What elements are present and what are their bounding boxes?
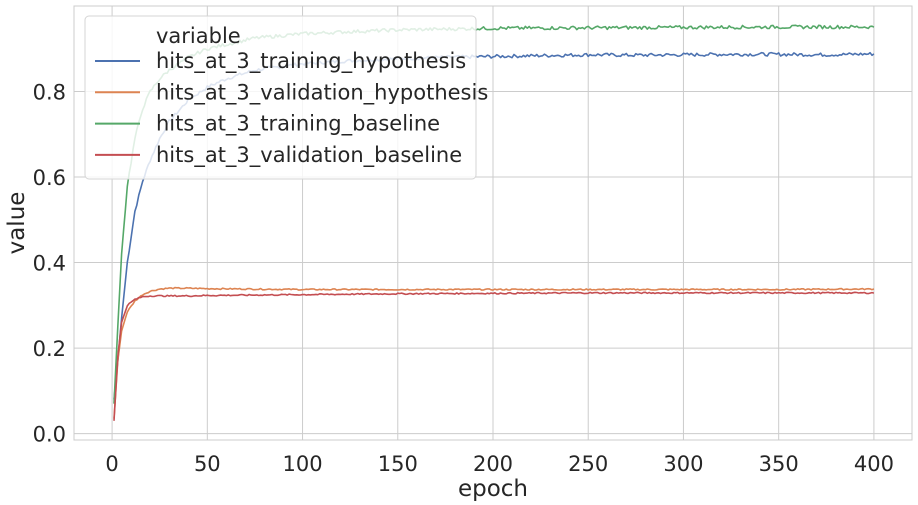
x-axis-title: epoch bbox=[458, 476, 528, 502]
series-line-hits-at-3-validation-hypothesis bbox=[113, 286, 875, 419]
legend-label: hits_at_3_training_hypothesis bbox=[156, 49, 466, 74]
legend-label: hits_at_3_validation_baseline bbox=[156, 143, 462, 168]
legend: variable hits_at_3_training_hypothesishi… bbox=[84, 15, 488, 180]
x-tick-label: 200 bbox=[473, 452, 513, 476]
x-tick-label: 50 bbox=[194, 452, 221, 476]
x-tick-label: 350 bbox=[759, 452, 799, 476]
x-tick-label: 250 bbox=[568, 452, 608, 476]
legend-title: variable bbox=[156, 24, 241, 48]
x-tick-label: 100 bbox=[282, 452, 322, 476]
y-tick-label: 0.6 bbox=[33, 166, 66, 190]
x-tick-label: 150 bbox=[378, 452, 418, 476]
legend-box bbox=[84, 15, 477, 180]
x-tick-label: 0 bbox=[105, 452, 118, 476]
x-tick-labels: 0 50 100 150 200 250 300 350 400 bbox=[105, 452, 894, 476]
y-tick-label: 0.2 bbox=[33, 337, 66, 361]
x-tick-label: 400 bbox=[854, 452, 894, 476]
y-tick-label: 0.4 bbox=[33, 252, 66, 276]
y-tick-label: 0.0 bbox=[33, 423, 66, 447]
series-line-hits-at-3-validation-baseline bbox=[113, 291, 875, 421]
x-tick-label: 300 bbox=[663, 452, 703, 476]
legend-label: hits_at_3_training_baseline bbox=[156, 112, 440, 137]
y-tick-label: 0.8 bbox=[33, 81, 66, 105]
y-axis-title: value bbox=[4, 192, 30, 255]
legend-label: hits_at_3_validation_hypothesis bbox=[156, 80, 488, 105]
y-tick-labels: 0.0 0.2 0.4 0.6 0.8 bbox=[33, 81, 66, 447]
